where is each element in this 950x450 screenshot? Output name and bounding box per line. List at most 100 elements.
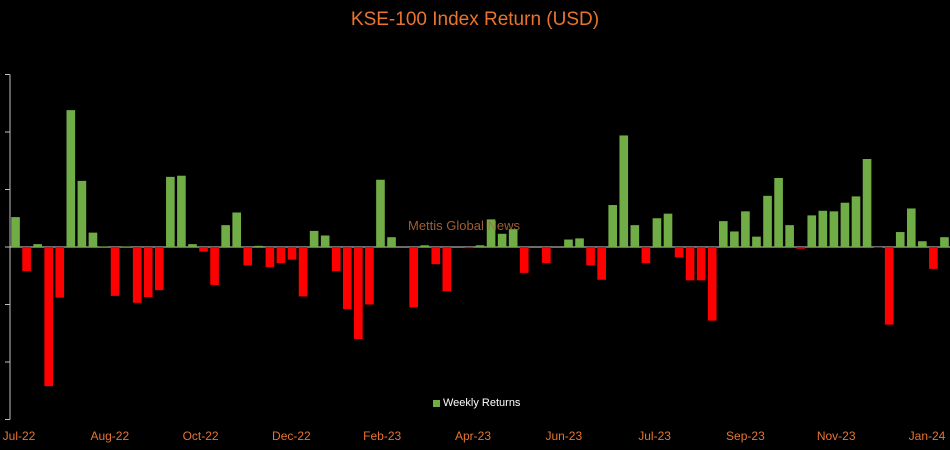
bar: [243, 247, 253, 266]
bar: [110, 247, 120, 296]
bar: [154, 247, 164, 291]
bar: [851, 196, 861, 247]
bar: [630, 225, 640, 247]
bar: [121, 246, 131, 248]
bar: [376, 179, 385, 247]
bar: [221, 225, 230, 247]
bar: [464, 247, 474, 249]
bar: [354, 247, 363, 339]
bar: [763, 195, 772, 247]
x-tick-label: Nov-23: [817, 429, 856, 443]
bar: [177, 175, 186, 247]
bar: [895, 232, 905, 247]
bar: [652, 218, 662, 247]
bar: [298, 247, 308, 297]
bar: [508, 229, 518, 247]
legend: Weekly Returns: [433, 397, 520, 409]
x-tick-label: Sep-23: [726, 429, 765, 443]
bar: [542, 247, 551, 264]
bar: [663, 213, 673, 247]
bar: [199, 247, 208, 252]
bar: [55, 247, 65, 298]
x-tick-label: Jul-22: [3, 429, 36, 443]
bar: [873, 247, 883, 248]
bar: [276, 247, 286, 264]
watermark: Mettis Global News: [408, 218, 520, 233]
bar: [210, 247, 219, 285]
bar: [365, 247, 374, 305]
x-tick-label: Apr-23: [455, 429, 491, 443]
bar: [906, 208, 916, 247]
bar: [840, 202, 850, 247]
bar: [519, 247, 529, 273]
bar: [265, 247, 275, 268]
bars: [11, 110, 949, 387]
bar: [685, 247, 695, 281]
x-tick-label: Aug-22: [90, 429, 129, 443]
bar: [331, 247, 341, 272]
bar: [309, 230, 319, 247]
x-tick-label: Jun-23: [545, 429, 582, 443]
bar: [730, 231, 739, 247]
bar: [11, 217, 20, 247]
bar: [918, 241, 927, 247]
bar: [696, 247, 706, 281]
bar: [796, 247, 806, 249]
bar: [741, 211, 750, 247]
bar: [862, 159, 872, 247]
bar: [342, 247, 352, 310]
bar: [232, 212, 242, 247]
bar: [785, 225, 794, 247]
bar: [752, 236, 761, 247]
bar: [287, 247, 297, 260]
bar: [188, 244, 197, 248]
bar: [33, 244, 42, 248]
bar: [420, 245, 430, 247]
chart-title: KSE-100 Index Return (USD): [350, 9, 600, 30]
bar: [774, 178, 783, 247]
bar: [442, 247, 452, 292]
x-tick-label: Oct-22: [183, 429, 219, 443]
bar: [99, 246, 109, 248]
bar: [940, 237, 949, 247]
bar: [44, 247, 54, 387]
bar: [586, 247, 595, 266]
bar: [475, 245, 485, 247]
bar: [77, 180, 87, 248]
bar: [619, 135, 629, 247]
bar: [564, 239, 573, 248]
bar: [320, 235, 330, 247]
bar: [254, 245, 264, 247]
bar: [597, 247, 606, 280]
bar: [88, 232, 98, 248]
legend-swatch: [433, 399, 440, 407]
bar: [132, 247, 142, 303]
x-tick-labels: Jul-22 Aug-22 Oct-22 Dec-22 Feb-23 Apr-23 Jun-…: [3, 429, 946, 443]
bar: [807, 215, 817, 248]
bar: [143, 247, 153, 298]
x-tick-label: Feb-23: [363, 429, 401, 443]
x-tick-label: Dec-22: [272, 429, 311, 443]
bar: [22, 247, 31, 272]
bar: [409, 247, 418, 308]
bar: [929, 247, 938, 269]
bar: [818, 210, 828, 248]
bar: [829, 211, 839, 247]
bar: [497, 233, 507, 248]
bar: [387, 237, 396, 247]
bar: [486, 219, 496, 247]
x-tick-label: Jul-23: [638, 429, 671, 443]
bar: [641, 247, 651, 264]
bar: [674, 247, 684, 258]
x-tick-label: Jan-24: [909, 429, 946, 443]
bar: [431, 247, 441, 265]
bar: [718, 221, 728, 248]
bar: [884, 247, 894, 325]
legend-label: Weekly Returns: [443, 397, 521, 409]
bar: [166, 176, 175, 247]
bar: [66, 110, 76, 248]
bar: [707, 247, 717, 321]
bar: [575, 238, 584, 248]
bar: [608, 205, 618, 248]
